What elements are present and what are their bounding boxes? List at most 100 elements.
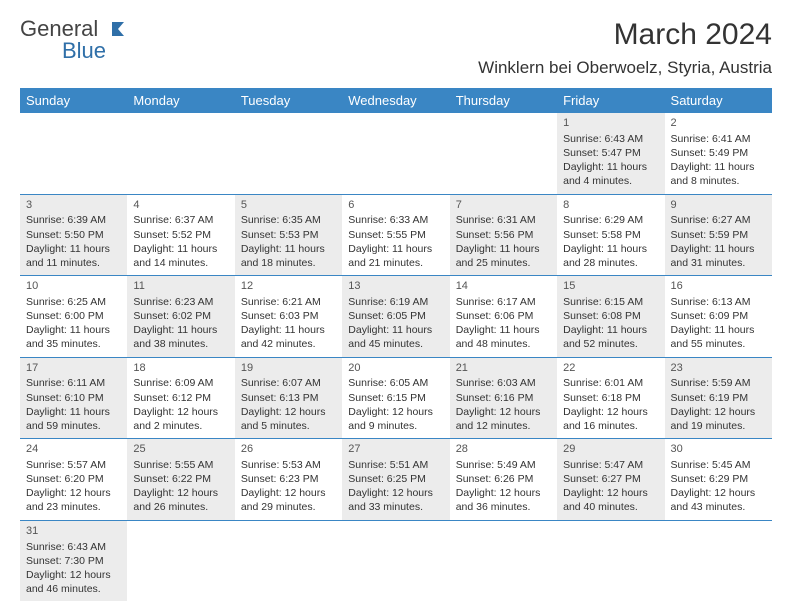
sunset-text: Sunset: 6:19 PM: [671, 391, 766, 405]
daylight2-text: and 25 minutes.: [456, 256, 551, 270]
sunset-text: Sunset: 5:49 PM: [671, 146, 766, 160]
daylight2-text: and 12 minutes.: [456, 419, 551, 433]
sunrise-text: Sunrise: 6:15 AM: [563, 295, 658, 309]
day-number: 27: [348, 442, 443, 457]
day-number: 31: [26, 524, 121, 539]
calendar-cell: 12Sunrise: 6:21 AMSunset: 6:03 PMDayligh…: [235, 276, 342, 358]
daylight1-text: Daylight: 11 hours: [241, 323, 336, 337]
calendar-cell: [665, 520, 772, 601]
daylight2-text: and 42 minutes.: [241, 337, 336, 351]
calendar-cell: 26Sunrise: 5:53 AMSunset: 6:23 PMDayligh…: [235, 439, 342, 521]
sunset-text: Sunset: 6:15 PM: [348, 391, 443, 405]
sunset-text: Sunset: 6:13 PM: [241, 391, 336, 405]
calendar-cell: [557, 520, 664, 601]
day-number: 3: [26, 198, 121, 213]
title-block: March 2024 Winklern bei Oberwoelz, Styri…: [478, 18, 772, 78]
weekday-header: Thursday: [450, 88, 557, 113]
sunrise-text: Sunrise: 6:41 AM: [671, 132, 766, 146]
weekday-header: Monday: [127, 88, 234, 113]
sunrise-text: Sunrise: 5:45 AM: [671, 458, 766, 472]
calendar-cell: 28Sunrise: 5:49 AMSunset: 6:26 PMDayligh…: [450, 439, 557, 521]
daylight2-text: and 2 minutes.: [133, 419, 228, 433]
calendar-cell: 2Sunrise: 6:41 AMSunset: 5:49 PMDaylight…: [665, 113, 772, 194]
daylight2-text: and 40 minutes.: [563, 500, 658, 514]
sunrise-text: Sunrise: 6:23 AM: [133, 295, 228, 309]
calendar-cell: 5Sunrise: 6:35 AMSunset: 5:53 PMDaylight…: [235, 194, 342, 276]
day-number: 20: [348, 361, 443, 376]
sunrise-text: Sunrise: 6:35 AM: [241, 213, 336, 227]
day-number: 7: [456, 198, 551, 213]
calendar-cell: 8Sunrise: 6:29 AMSunset: 5:58 PMDaylight…: [557, 194, 664, 276]
weekday-header: Sunday: [20, 88, 127, 113]
sunset-text: Sunset: 6:08 PM: [563, 309, 658, 323]
sunrise-text: Sunrise: 5:47 AM: [563, 458, 658, 472]
sunset-text: Sunset: 6:26 PM: [456, 472, 551, 486]
calendar-cell: 7Sunrise: 6:31 AMSunset: 5:56 PMDaylight…: [450, 194, 557, 276]
daylight2-text: and 8 minutes.: [671, 174, 766, 188]
calendar-cell: 17Sunrise: 6:11 AMSunset: 6:10 PMDayligh…: [20, 357, 127, 439]
sunrise-text: Sunrise: 6:29 AM: [563, 213, 658, 227]
daylight2-text: and 43 minutes.: [671, 500, 766, 514]
daylight1-text: Daylight: 11 hours: [26, 242, 121, 256]
calendar-cell: 11Sunrise: 6:23 AMSunset: 6:02 PMDayligh…: [127, 276, 234, 358]
daylight2-text: and 16 minutes.: [563, 419, 658, 433]
daylight1-text: Daylight: 11 hours: [26, 323, 121, 337]
daylight2-text: and 19 minutes.: [671, 419, 766, 433]
calendar-row: 24Sunrise: 5:57 AMSunset: 6:20 PMDayligh…: [20, 439, 772, 521]
sunset-text: Sunset: 6:16 PM: [456, 391, 551, 405]
daylight1-text: Daylight: 12 hours: [671, 405, 766, 419]
sunset-text: Sunset: 5:47 PM: [563, 146, 658, 160]
daylight1-text: Daylight: 11 hours: [563, 323, 658, 337]
daylight1-text: Daylight: 12 hours: [348, 486, 443, 500]
calendar-cell: [20, 113, 127, 194]
daylight2-text: and 45 minutes.: [348, 337, 443, 351]
calendar-cell: [127, 113, 234, 194]
sunrise-text: Sunrise: 6:05 AM: [348, 376, 443, 390]
daylight1-text: Daylight: 12 hours: [671, 486, 766, 500]
day-number: 12: [241, 279, 336, 294]
calendar-cell: [235, 520, 342, 601]
daylight2-text: and 55 minutes.: [671, 337, 766, 351]
day-number: 10: [26, 279, 121, 294]
daylight1-text: Daylight: 12 hours: [563, 486, 658, 500]
daylight1-text: Daylight: 11 hours: [133, 242, 228, 256]
calendar-cell: 22Sunrise: 6:01 AMSunset: 6:18 PMDayligh…: [557, 357, 664, 439]
daylight2-text: and 35 minutes.: [26, 337, 121, 351]
daylight1-text: Daylight: 12 hours: [456, 486, 551, 500]
calendar-cell: [450, 113, 557, 194]
calendar-cell: 3Sunrise: 6:39 AMSunset: 5:50 PMDaylight…: [20, 194, 127, 276]
calendar-cell: [235, 113, 342, 194]
daylight1-text: Daylight: 11 hours: [348, 323, 443, 337]
sunset-text: Sunset: 6:27 PM: [563, 472, 658, 486]
calendar-cell: 1Sunrise: 6:43 AMSunset: 5:47 PMDaylight…: [557, 113, 664, 194]
daylight1-text: Daylight: 12 hours: [26, 568, 121, 582]
daylight2-text: and 46 minutes.: [26, 582, 121, 596]
calendar-cell: 16Sunrise: 6:13 AMSunset: 6:09 PMDayligh…: [665, 276, 772, 358]
day-number: 15: [563, 279, 658, 294]
day-number: 22: [563, 361, 658, 376]
daylight2-text: and 21 minutes.: [348, 256, 443, 270]
sunset-text: Sunset: 5:56 PM: [456, 228, 551, 242]
daylight2-text: and 48 minutes.: [456, 337, 551, 351]
day-number: 1: [563, 116, 658, 131]
weekday-header: Friday: [557, 88, 664, 113]
sunset-text: Sunset: 7:30 PM: [26, 554, 121, 568]
sunset-text: Sunset: 6:25 PM: [348, 472, 443, 486]
daylight2-text: and 14 minutes.: [133, 256, 228, 270]
day-number: 19: [241, 361, 336, 376]
calendar-cell: 18Sunrise: 6:09 AMSunset: 6:12 PMDayligh…: [127, 357, 234, 439]
daylight1-text: Daylight: 11 hours: [456, 323, 551, 337]
sunset-text: Sunset: 5:55 PM: [348, 228, 443, 242]
daylight2-text: and 59 minutes.: [26, 419, 121, 433]
daylight2-text: and 29 minutes.: [241, 500, 336, 514]
sunrise-text: Sunrise: 6:07 AM: [241, 376, 336, 390]
daylight2-text: and 33 minutes.: [348, 500, 443, 514]
sunset-text: Sunset: 5:53 PM: [241, 228, 336, 242]
sunrise-text: Sunrise: 5:59 AM: [671, 376, 766, 390]
calendar-cell: [342, 113, 449, 194]
daylight1-text: Daylight: 11 hours: [348, 242, 443, 256]
calendar-row: 3Sunrise: 6:39 AMSunset: 5:50 PMDaylight…: [20, 194, 772, 276]
weekday-header: Saturday: [665, 88, 772, 113]
sunset-text: Sunset: 6:09 PM: [671, 309, 766, 323]
month-title: March 2024: [478, 18, 772, 52]
